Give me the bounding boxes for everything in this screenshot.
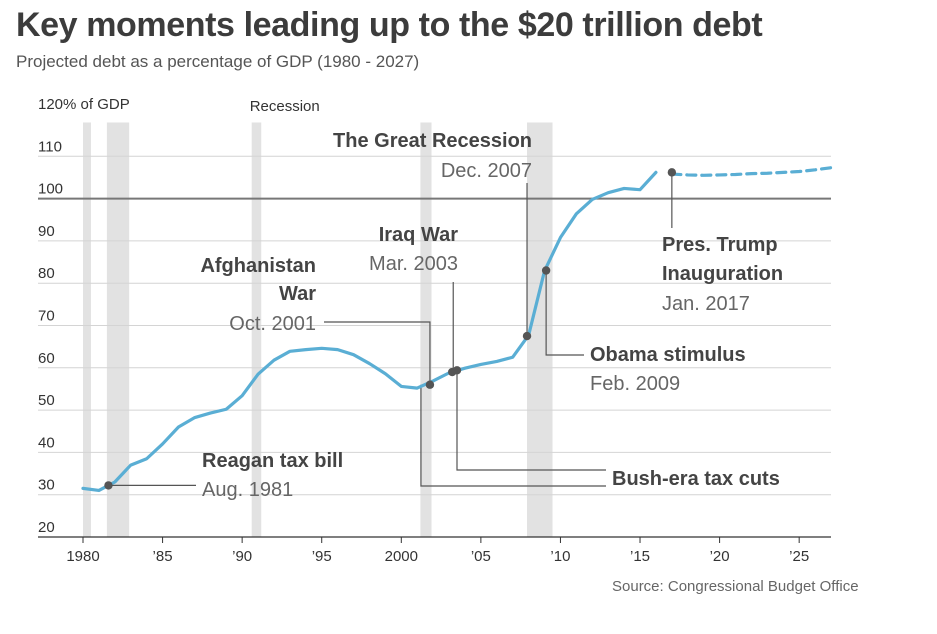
y-tick-label: 120% of GDP bbox=[38, 96, 130, 113]
x-tick-label: ’20 bbox=[710, 548, 730, 565]
x-tick-label: ’85 bbox=[153, 548, 173, 565]
annotation-date: Dec. 2007 bbox=[441, 160, 532, 182]
annotation-point bbox=[425, 380, 435, 389]
x-tick-label: ’95 bbox=[312, 548, 332, 565]
y-tick-label: 50 bbox=[38, 392, 55, 409]
y-tick-label: 40 bbox=[38, 434, 55, 451]
x-tick-label: ’05 bbox=[471, 548, 491, 565]
recession-band bbox=[83, 122, 91, 538]
y-tick-label: 90 bbox=[38, 223, 55, 240]
annotation-great-recession: The Great Recession Dec. 2007 bbox=[333, 130, 532, 182]
recession-band bbox=[251, 122, 262, 538]
annotation-date: Feb. 2009 bbox=[590, 373, 680, 395]
annotation-title: The Great Recession bbox=[333, 130, 532, 152]
y-tick-label: 30 bbox=[38, 477, 55, 494]
annotation-bush-tax-cuts: Bush-era tax cuts bbox=[612, 468, 780, 490]
annotation-title: Pres. Trump bbox=[662, 234, 778, 256]
x-tick-label: ’15 bbox=[630, 548, 650, 565]
annotation-title: Obama stimulus bbox=[590, 344, 746, 366]
annotation-points bbox=[104, 168, 677, 490]
annotation-trump-inauguration: Pres. Trump Inauguration Jan. 2017 bbox=[662, 234, 783, 315]
annotation-point bbox=[667, 168, 677, 177]
annotation-point bbox=[541, 266, 551, 275]
annotation-leader bbox=[324, 321, 431, 385]
y-tick-label: 60 bbox=[38, 350, 55, 367]
annotation-point bbox=[104, 481, 113, 490]
x-tick-label: 2000 bbox=[385, 548, 418, 565]
annotation-title: Reagan tax bill bbox=[202, 450, 343, 472]
annotation-leaders bbox=[108, 172, 673, 487]
recession-label: Recession bbox=[250, 98, 320, 115]
annotation-date: Oct. 2001 bbox=[229, 313, 316, 335]
x-tick-label: ’25 bbox=[789, 548, 809, 565]
annotation-title: Inauguration bbox=[662, 263, 783, 285]
annotation-title: Afghanistan bbox=[200, 255, 316, 277]
annotation-title: War bbox=[279, 283, 316, 305]
chart-subtitle: Projected debt as a percentage of GDP (1… bbox=[16, 52, 420, 71]
annotation-reagan: Reagan tax bill Aug. 1981 bbox=[202, 450, 343, 501]
gridlines bbox=[38, 155, 831, 538]
annotation-leader bbox=[545, 270, 584, 356]
y-tick-label: 80 bbox=[38, 265, 55, 282]
actual-debt-line bbox=[81, 170, 658, 493]
source-note: Source: Congressional Budget Office bbox=[612, 578, 859, 595]
annotation-leader bbox=[456, 370, 606, 471]
annotation-date: Aug. 1981 bbox=[202, 479, 293, 501]
x-axis-tick-labels: 1980 ’85 ’90 ’95 2000 ’05 ’10 ’15 ’20 ’25 bbox=[66, 537, 809, 565]
recession-band bbox=[106, 122, 130, 538]
data-series bbox=[81, 166, 833, 493]
y-tick-label: 110 bbox=[38, 138, 62, 155]
annotation-date: Jan. 2017 bbox=[662, 293, 750, 315]
annotation-leader bbox=[420, 384, 606, 487]
recession-band bbox=[420, 122, 432, 538]
projected-debt-line bbox=[670, 166, 833, 177]
annotation-date: Mar. 2003 bbox=[369, 253, 458, 275]
x-tick-label: ’10 bbox=[550, 548, 570, 565]
annotation-iraq: Iraq War Mar. 2003 bbox=[369, 224, 458, 275]
y-tick-label: 100 bbox=[38, 181, 63, 198]
x-tick-label: ’90 bbox=[232, 548, 252, 565]
y-axis-tick-labels: 120% of GDP 110 100 90 80 70 60 50 40 30 20 bbox=[38, 96, 130, 536]
y-tick-label: 70 bbox=[38, 308, 55, 325]
annotation-obama-stimulus: Obama stimulus Feb. 2009 bbox=[590, 344, 746, 395]
annotation-point bbox=[452, 366, 462, 375]
annotation-afghanistan: Afghanistan War Oct. 2001 bbox=[200, 255, 316, 335]
annotation-title: Iraq War bbox=[379, 224, 458, 246]
x-tick-label: 1980 bbox=[66, 548, 99, 565]
annotation-point bbox=[522, 331, 532, 341]
annotation-title: Bush-era tax cuts bbox=[612, 468, 780, 490]
chart-title: Key moments leading up to the $20 trilli… bbox=[16, 6, 763, 44]
recession-bands bbox=[83, 122, 553, 538]
y-tick-label: 20 bbox=[38, 519, 55, 536]
